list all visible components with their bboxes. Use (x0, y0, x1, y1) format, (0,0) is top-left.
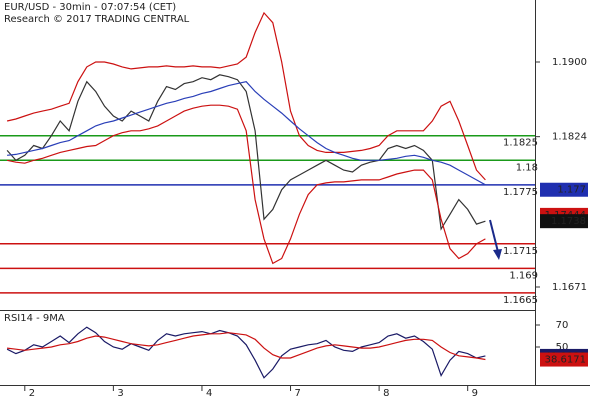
y-tick-label: 1.1824 (552, 132, 587, 143)
chart-subtitle: Research © 2017 TRADING CENTRAL (4, 14, 190, 25)
level-label: 1.1825 (503, 138, 538, 149)
price-box-label: 1.1738 (551, 216, 586, 227)
projection-arrow-head (493, 249, 502, 260)
projection-arrow (489, 219, 499, 253)
series-line (6, 74, 486, 231)
rsi-box-label: 38.6171 (545, 355, 586, 366)
x-tick-label: 7 (295, 388, 301, 399)
x-tick-label: 9 (472, 388, 478, 399)
rsi-title: RSI14 - 9MA (4, 313, 65, 324)
y-tick-label: 1.1671 (552, 282, 587, 293)
x-tick-label: 4 (206, 388, 212, 399)
series-line (7, 81, 486, 186)
plot: 1.1900 1.1824 1.1671 1.1825 1.18 1.1775 1.1715… (0, 11, 588, 399)
level-label: 1.1715 (503, 246, 538, 257)
price-box-label: 1.177 (557, 185, 586, 196)
series-line (6, 104, 486, 265)
x-tick-label: 3 (117, 388, 123, 399)
chart-title: EUR/USD - 30min - 07:07:54 (CET) (4, 2, 176, 13)
level-label: 1.1665 (503, 295, 538, 306)
level-label: 1.18 (516, 162, 538, 173)
price-box (540, 182, 588, 197)
rsi-tick-label: 70 (556, 320, 569, 331)
series-line (6, 11, 486, 181)
level-label: 1.169 (509, 270, 538, 281)
x-tick-label: 8 (383, 388, 389, 399)
rsi-box (540, 352, 588, 367)
x-tick-label: 2 (29, 388, 35, 399)
y-tick-label: 1.1900 (552, 57, 587, 68)
level-label: 1.1775 (503, 187, 538, 198)
rsi-tick-label: 50 (556, 342, 569, 353)
series-line (7, 332, 486, 361)
price-box (540, 214, 588, 229)
series-line (6, 326, 486, 379)
